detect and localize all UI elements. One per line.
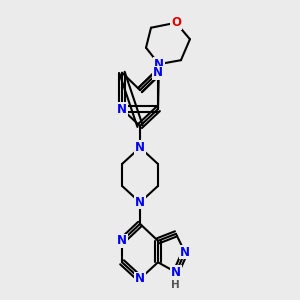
Text: N: N bbox=[171, 266, 181, 279]
Text: N: N bbox=[135, 196, 145, 209]
Text: N: N bbox=[154, 58, 164, 71]
Text: N: N bbox=[135, 141, 145, 154]
Text: H: H bbox=[171, 280, 180, 290]
Text: N: N bbox=[117, 103, 127, 116]
Text: N: N bbox=[180, 246, 190, 259]
Text: O: O bbox=[171, 16, 181, 29]
Text: N: N bbox=[135, 272, 145, 285]
Text: N: N bbox=[153, 66, 163, 79]
Text: N: N bbox=[117, 234, 127, 247]
